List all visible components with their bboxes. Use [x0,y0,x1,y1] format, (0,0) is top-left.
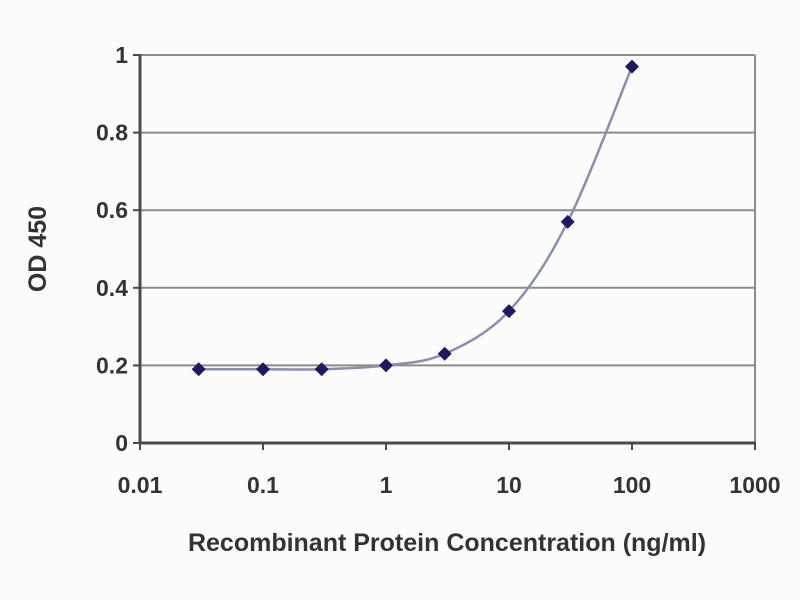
axes [133,54,756,450]
data-point-marker [256,362,270,377]
y-tick-label: 0 [115,430,128,456]
y-axis-title: OD 450 [24,206,52,292]
x-tick-label: 0.01 [118,472,163,498]
data-point-marker [437,346,452,361]
data-point-marker [379,358,393,373]
data-point-marker [502,304,516,319]
data-point-marker [625,59,639,74]
y-tick-label: 0.6 [96,197,128,223]
data-point-marker [191,362,206,377]
x-tick-label: 10 [496,472,522,498]
tick-labels: 0 0.2 0.4 0.6 0.8 1 0.01 0.1 1 10 100 1000 [96,42,781,498]
y-tick-label: 0.8 [96,120,128,146]
gridlines [140,54,756,443]
x-tick-label: 1000 [729,472,780,498]
x-tick-label: 1 [380,472,393,498]
y-tick-label: 1 [115,42,128,68]
data-point-marker [560,214,575,229]
data-point-marker [314,362,329,377]
y-tick-label: 0.4 [96,275,128,301]
x-axis-title: Recombinant Protein Concentration (ng/ml… [188,529,706,557]
y-tick-label: 0.2 [96,352,128,378]
data-series [191,59,639,377]
x-tick-label: 0.1 [247,472,279,498]
x-tick-label: 100 [613,472,651,498]
